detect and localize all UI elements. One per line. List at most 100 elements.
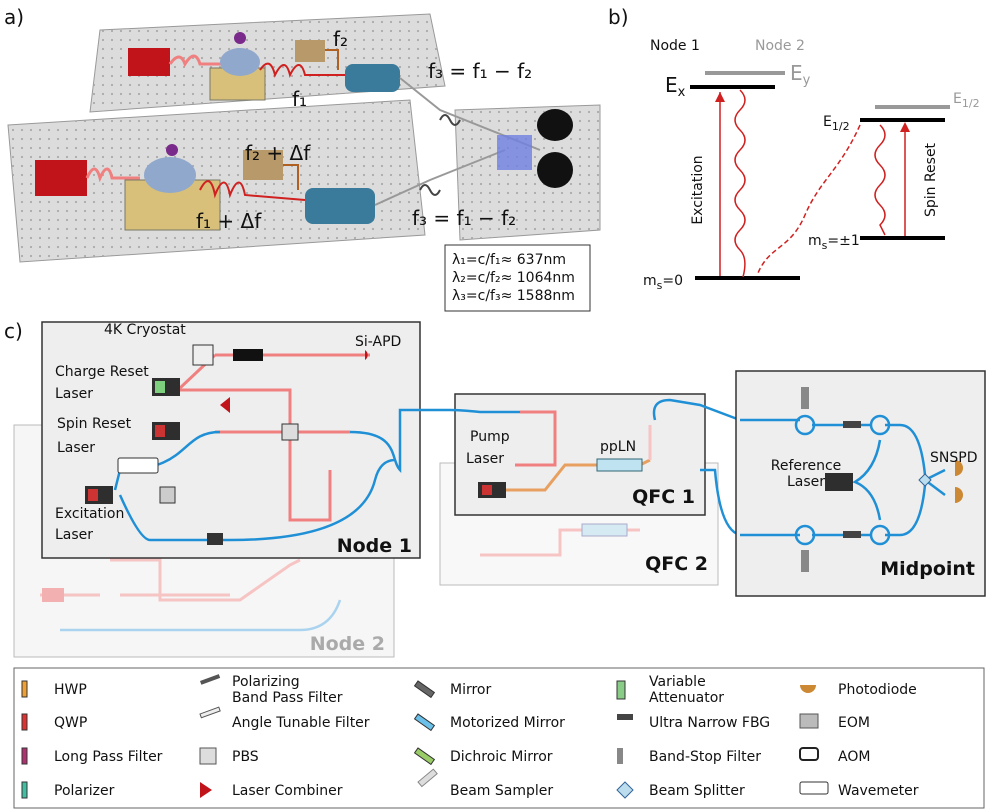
component-label: ppLN (600, 439, 636, 455)
legend-label: Beam Splitter (649, 783, 745, 799)
laser (825, 473, 853, 491)
legend-label-line: Polarizing (232, 674, 300, 690)
legend-symbol (617, 681, 625, 699)
transition-label: Spin Reset (923, 142, 939, 217)
legend-icon (617, 748, 623, 764)
figure: a) f₂ f₃ = f₁ − f₂ f₁ (0, 0, 987, 811)
legend-symbol (617, 748, 623, 764)
legend-symbol (800, 714, 818, 728)
legend-label: AOM (838, 749, 870, 765)
nv-center (144, 157, 196, 193)
legend-label: QWP (54, 715, 87, 731)
legend-label: Angle Tunable Filter (232, 715, 370, 731)
component-label: 4K Cryostat (104, 322, 186, 338)
legend-label: Dichroic Mirror (450, 749, 553, 765)
panel-label: a) (4, 5, 24, 29)
node-label: Node 2 (755, 38, 805, 54)
box-title: Midpoint (880, 558, 975, 580)
legend-symbol (200, 748, 216, 764)
frequency-label: f₂ (333, 27, 348, 51)
box-title: QFC 1 (632, 486, 695, 508)
transition-label: Excitation (690, 155, 706, 224)
legend-label-line: HWP (54, 682, 87, 698)
wavelength: λ₃=c/f₃≈ 1588nm (452, 288, 575, 304)
objective (233, 349, 263, 361)
legend-label-line: Beam Splitter (649, 783, 745, 799)
legend-icon (22, 714, 27, 730)
node-title: Node 2 (310, 633, 385, 655)
legend-icon (22, 681, 27, 697)
laser (35, 160, 87, 196)
panel-c: c) Node 2 QFC 2 4K Cryostat (4, 319, 985, 657)
wavelength: λ₁=c/f₁≈ 637nm (452, 252, 566, 268)
legend-symbol (617, 714, 633, 720)
legend-label-line: Polarizer (54, 783, 115, 799)
legend-icon (800, 748, 818, 760)
beam-splitter (497, 135, 532, 170)
energy-level: Ey (790, 61, 811, 88)
legend-label-line: PBS (232, 749, 259, 765)
legend-label: Band-Stop Filter (649, 749, 761, 765)
legend-label-line: QWP (54, 715, 87, 731)
legend-label-line: Long Pass Filter (54, 749, 163, 765)
legend-label: Beam Sampler (450, 783, 553, 799)
legend-label-line: Mirror (450, 682, 491, 698)
legend-icon (200, 748, 216, 764)
legend-label-line: Wavemeter (838, 783, 919, 799)
laser (42, 588, 64, 602)
pump-laser (295, 40, 325, 62)
legend-icon (22, 782, 27, 798)
legend-label-line: Attenuator (649, 690, 724, 706)
nv-center (220, 48, 260, 76)
legend-symbol (800, 748, 818, 760)
energy-level: ms=0 (643, 273, 683, 292)
laser (128, 48, 170, 76)
wavelength: λ₂=c/f₂≈ 1064nm (452, 270, 575, 286)
legend-label-line: AOM (838, 749, 870, 765)
legend-label: Laser Combiner (232, 783, 343, 799)
frequency-label: f₁ (292, 87, 307, 111)
energy-level: E1/2 (953, 91, 980, 110)
legend-symbol (22, 714, 27, 730)
panel-a: a) f₂ f₃ = f₁ − f₂ f₁ (4, 5, 600, 311)
legend-label-line: Ultra Narrow FBG (649, 715, 770, 731)
legend-symbol (22, 782, 27, 798)
legend-label: Ultra Narrow FBG (649, 715, 770, 731)
legend-label-line: Beam Sampler (450, 783, 553, 799)
cryostat (193, 345, 213, 365)
legend-icon (617, 681, 625, 699)
component-label: Si-APD (355, 334, 401, 350)
legend-label: PBS (232, 749, 259, 765)
legend-label-line: Photodiode (838, 682, 917, 698)
legend-icon (22, 748, 27, 764)
legend-label: HWP (54, 682, 87, 698)
node1-box (42, 322, 420, 558)
legend-symbol (22, 681, 27, 697)
legend-icon (617, 714, 633, 720)
box-title: QFC 2 (645, 553, 708, 575)
legend-label-line: Band-Stop Filter (649, 749, 761, 765)
node-label: Node 1 (650, 38, 700, 54)
legend-label: Long Pass Filter (54, 749, 163, 765)
energy-level: Ex (665, 73, 686, 100)
legend-icon (800, 714, 818, 728)
legend-label: Motorized Mirror (450, 715, 565, 731)
legend-label-line: Angle Tunable Filter (232, 715, 370, 731)
legend-symbol (800, 782, 828, 794)
panel-label: c) (4, 319, 23, 343)
legend-label: Mirror (450, 682, 491, 698)
panel-label: b) (608, 5, 629, 29)
box-title: Node 1 (337, 535, 412, 557)
legend-label-line: Band Pass Filter (232, 690, 343, 706)
legend-label-line: Laser Combiner (232, 783, 343, 799)
legend-label-line: Dichroic Mirror (450, 749, 553, 765)
legend-label-line: Variable (649, 674, 706, 690)
ppln (597, 459, 642, 471)
legend-icon (800, 782, 828, 794)
legend-label-line: EOM (838, 715, 870, 731)
frequency-label: f₁ + Δf (196, 209, 262, 233)
component-label: SNSPD (930, 450, 977, 466)
legend-symbol (22, 748, 27, 764)
legend-label: EOM (838, 715, 870, 731)
frequency-label: f₃ = f₁ − f₂ (428, 59, 532, 83)
